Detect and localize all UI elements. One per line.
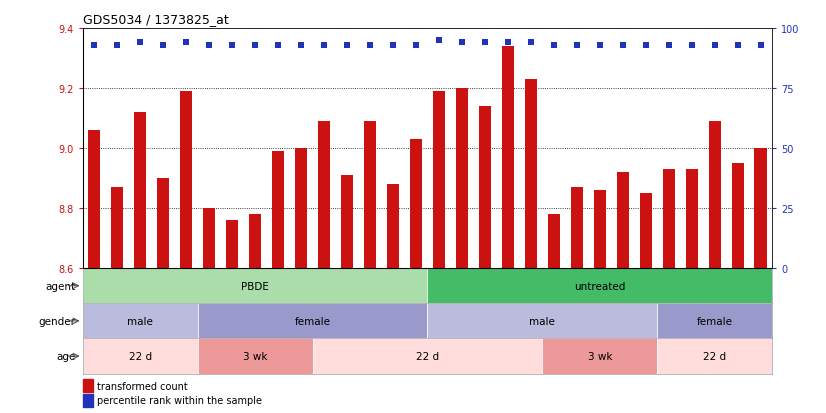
Bar — [83, 268, 428, 304]
Bar — [312, 339, 543, 374]
Text: gender: gender — [39, 316, 76, 326]
Point — [754, 43, 767, 49]
Bar — [732, 164, 744, 268]
Point — [249, 43, 262, 49]
Point — [593, 43, 606, 49]
Bar — [662, 170, 675, 268]
Point — [662, 43, 676, 49]
Point — [225, 43, 239, 49]
Point — [202, 43, 216, 49]
Bar — [202, 209, 216, 268]
Text: 22 d: 22 d — [416, 351, 439, 361]
Bar — [197, 304, 428, 339]
Point — [88, 43, 101, 49]
Point — [455, 40, 468, 47]
Bar — [754, 149, 767, 268]
Point — [272, 43, 285, 49]
Bar — [180, 92, 192, 268]
Bar — [433, 92, 445, 268]
Bar — [616, 173, 629, 268]
Bar — [428, 304, 657, 339]
Point — [478, 40, 491, 47]
Bar — [501, 47, 515, 268]
Bar — [478, 107, 491, 268]
Point — [731, 43, 744, 49]
Point — [525, 40, 538, 47]
Bar — [456, 89, 468, 268]
Point — [111, 43, 124, 49]
Text: male: male — [529, 316, 555, 326]
Text: age: age — [56, 351, 76, 361]
Text: female: female — [295, 316, 330, 326]
Point — [340, 43, 354, 49]
Point — [501, 40, 515, 47]
Bar — [83, 339, 197, 374]
Point — [317, 43, 330, 49]
Bar — [134, 113, 146, 268]
Point — [387, 43, 400, 49]
Bar — [428, 268, 772, 304]
Point — [294, 43, 307, 49]
Point — [639, 43, 653, 49]
Point — [570, 43, 583, 49]
Bar — [272, 152, 284, 268]
Text: 22 d: 22 d — [129, 351, 152, 361]
Bar — [543, 339, 657, 374]
Bar — [657, 339, 772, 374]
Bar — [657, 304, 772, 339]
Bar — [410, 140, 422, 268]
Bar — [295, 149, 307, 268]
Bar — [525, 80, 537, 268]
Point — [156, 43, 169, 49]
Text: female: female — [697, 316, 733, 326]
Text: 22 d: 22 d — [703, 351, 726, 361]
Text: untreated: untreated — [574, 281, 625, 291]
Bar — [197, 339, 312, 374]
Bar — [594, 191, 606, 268]
Point — [134, 40, 147, 47]
Bar — [111, 188, 123, 268]
Bar — [709, 122, 721, 268]
Text: male: male — [127, 316, 153, 326]
Bar — [225, 221, 239, 268]
Point — [179, 40, 192, 47]
Bar — [363, 122, 377, 268]
Point — [708, 43, 721, 49]
Point — [432, 38, 445, 44]
Point — [616, 43, 629, 49]
Bar — [548, 215, 560, 268]
Bar — [318, 122, 330, 268]
Bar — [88, 131, 101, 268]
Text: PBDE: PBDE — [241, 281, 269, 291]
Bar — [340, 176, 354, 268]
Point — [548, 43, 561, 49]
Bar — [249, 215, 261, 268]
Bar — [571, 188, 583, 268]
Text: 3 wk: 3 wk — [587, 351, 612, 361]
Text: transformed count: transformed count — [97, 381, 188, 391]
Point — [686, 43, 699, 49]
Bar — [387, 185, 399, 268]
Bar — [686, 170, 698, 268]
Bar — [157, 178, 169, 268]
Text: agent: agent — [45, 281, 76, 291]
Text: 3 wk: 3 wk — [243, 351, 268, 361]
Text: GDS5034 / 1373825_at: GDS5034 / 1373825_at — [83, 13, 228, 26]
Point — [363, 43, 377, 49]
Text: percentile rank within the sample: percentile rank within the sample — [97, 395, 262, 405]
Bar — [639, 194, 653, 268]
Point — [410, 43, 423, 49]
Bar — [83, 304, 197, 339]
